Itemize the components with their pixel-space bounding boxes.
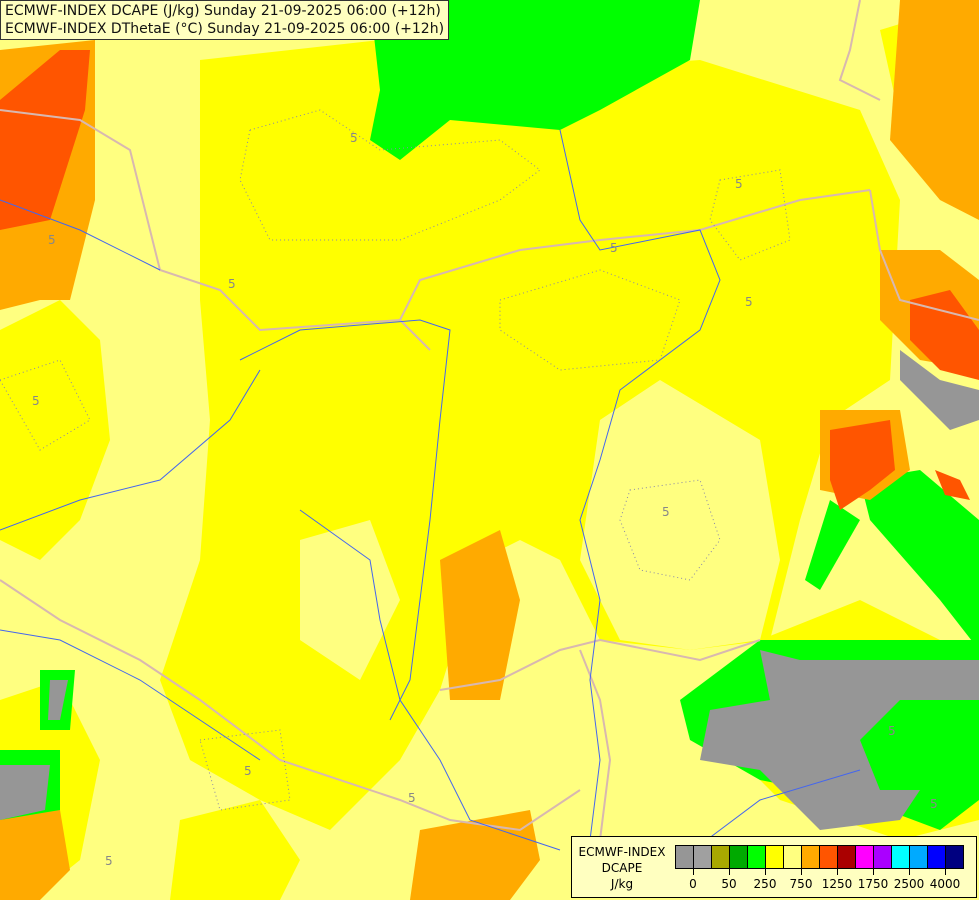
legend-swatches: [675, 845, 964, 869]
contour-label: 5: [350, 131, 358, 145]
legend-swatch: [748, 846, 766, 868]
dcape-gray-areas: [0, 350, 979, 830]
legend-swatch: [946, 846, 963, 868]
legend-swatch: [910, 846, 928, 868]
legend-tick-label: 50: [721, 877, 737, 891]
contour-label: 5: [244, 764, 252, 778]
legend-swatch: [874, 846, 892, 868]
legend-swatch: [802, 846, 820, 868]
legend-tick: [765, 868, 766, 875]
contour-label: 5: [662, 505, 670, 519]
legend-tick: [873, 868, 874, 875]
legend-caption: ECMWF-INDEX DCAPE J/kg: [572, 844, 672, 892]
legend-tick: [909, 868, 910, 875]
contour-label: 5: [888, 724, 896, 738]
legend-unit: J/kg: [610, 877, 634, 891]
title-dthetae: ECMWF-INDEX DThetaE (°C) Sunday 21-09-20…: [5, 21, 445, 37]
legend-swatch: [712, 846, 730, 868]
contour-label: 5: [105, 854, 113, 868]
color-legend: ECMWF-INDEX DCAPE J/kg 0 50 250 750 1250 1750…: [571, 836, 977, 898]
legend-swatch: [820, 846, 838, 868]
dthetae-contours: [0, 109, 791, 811]
legend-tick: [693, 868, 694, 875]
legend-tick: [729, 868, 730, 875]
legend-swatch: [730, 846, 748, 868]
legend-tick-label: 250: [753, 877, 777, 891]
contour-label: 5: [228, 277, 236, 291]
legend-tick: [801, 868, 802, 875]
contour-label: 5: [610, 241, 618, 255]
legend-ticks: 0 50 250 750 1250 1750 2500 4000: [675, 868, 965, 896]
legend-tick-label: 1750: [857, 877, 889, 891]
contour-label: 5: [408, 791, 416, 805]
contour-labels: 5 5 5 5 5 5 5 5 5 5 5 5 5: [32, 131, 938, 868]
dcape-red-orange-areas: [0, 50, 979, 510]
contour-label: 5: [32, 394, 40, 408]
legend-swatch: [694, 846, 712, 868]
dcape-pale-areas: [300, 380, 780, 680]
legend-tick-label: 1250: [821, 877, 853, 891]
country-borders: [0, 0, 979, 841]
legend-swatch: [838, 846, 856, 868]
legend-swatch: [676, 846, 694, 868]
contour-label: 5: [930, 797, 938, 811]
contour-label: 5: [48, 233, 56, 247]
legend-swatch: [856, 846, 874, 868]
legend-parameter: DCAPE: [601, 861, 643, 875]
legend-tick-label: 2500: [893, 877, 925, 891]
legend-swatch: [784, 846, 802, 868]
map-title: ECMWF-INDEX DCAPE (J/kg) Sunday 21-09-20…: [0, 0, 450, 40]
contour-label: 5: [745, 295, 753, 309]
contour-label: 5: [735, 177, 743, 191]
legend-tick-label: 750: [789, 877, 813, 891]
legend-tick: [945, 868, 946, 875]
legend-swatch: [928, 846, 946, 868]
legend-tick-label: 4000: [929, 877, 961, 891]
legend-swatch: [766, 846, 784, 868]
legend-model: ECMWF-INDEX: [578, 845, 666, 859]
legend-swatch: [892, 846, 910, 868]
title-dcape: ECMWF-INDEX DCAPE (J/kg) Sunday 21-09-20…: [5, 3, 441, 19]
legend-tick: [837, 868, 838, 875]
legend-tick-label: 0: [689, 877, 697, 891]
